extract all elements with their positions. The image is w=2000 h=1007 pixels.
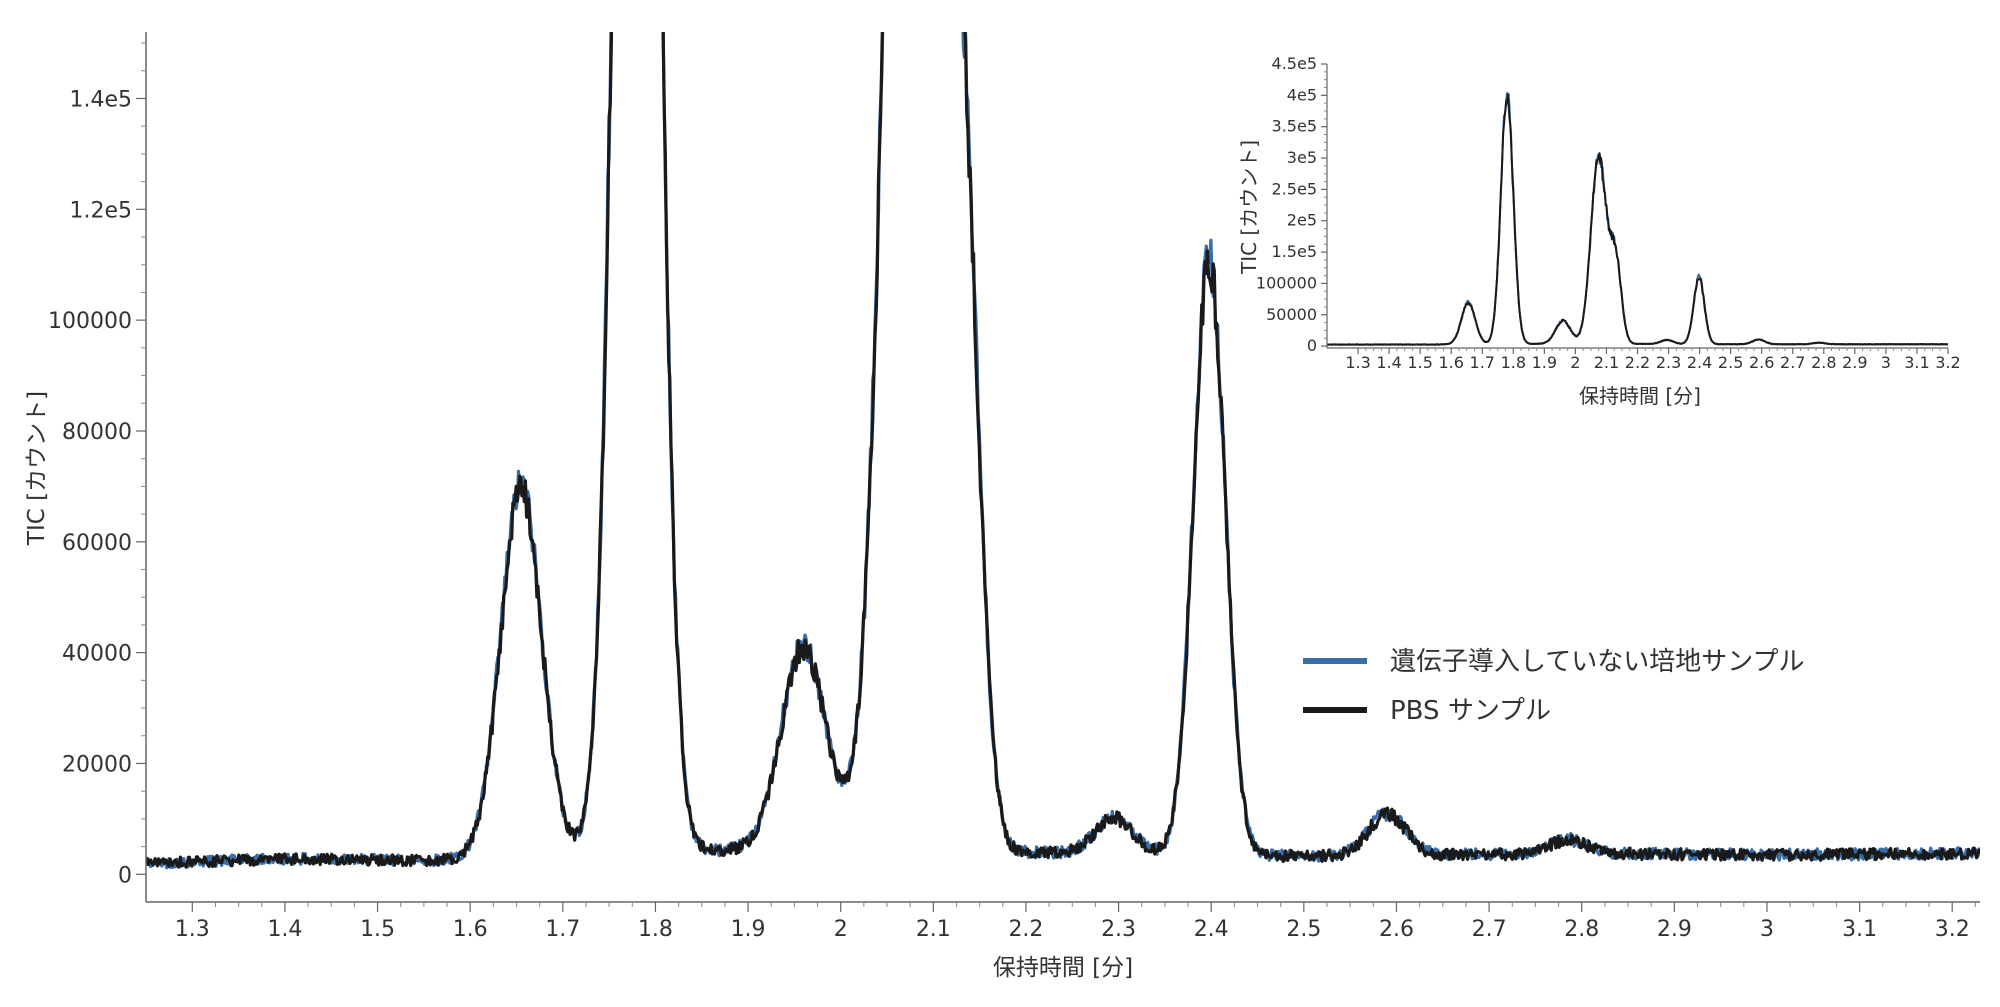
y-tick-label: 0 [1307, 336, 1317, 355]
y-tick-label: 100000 [48, 309, 132, 334]
inset-y-axis-title: TIC [カウント] [1237, 140, 1261, 275]
trace-line-culture-medium [146, 32, 1980, 870]
x-tick-label: 3.1 [1842, 917, 1877, 942]
y-tick-label: 80000 [62, 420, 132, 445]
x-tick-label: 2.2 [1625, 353, 1650, 372]
x-tick-label: 2 [1570, 353, 1580, 372]
x-tick-label: 3.2 [1935, 353, 1960, 372]
x-tick-label: 2.1 [916, 917, 951, 942]
x-tick-label: 1.8 [1501, 353, 1526, 372]
x-tick-label: 1.9 [1532, 353, 1557, 372]
inset-plot-area [1327, 91, 1948, 346]
x-tick-label: 3.2 [1935, 917, 1970, 942]
y-tick-label: 4.5e5 [1272, 54, 1317, 73]
x-tick-label: 2.4 [1194, 917, 1229, 942]
x-tick-label: 2.8 [1811, 353, 1836, 372]
x-tick-label: 2.9 [1842, 353, 1867, 372]
inset-y-ticks: 0 50000 100000 1.5e5 2e5 2.5e5 3e5 3.5e5 4e5 4.5e… [1256, 54, 1327, 355]
y-tick-label: 3e5 [1287, 148, 1317, 167]
x-tick-label: 2.6 [1749, 353, 1774, 372]
x-tick-label: 2.5 [1718, 353, 1743, 372]
x-tick-label: 1.5 [1407, 353, 1432, 372]
y-tick-label: 1.4e5 [69, 87, 132, 112]
y-tick-label: 1.5e5 [1272, 242, 1317, 261]
inset-x-axis-title: 保持時間 [分] [1579, 384, 1701, 408]
x-tick-label: 2.3 [1101, 917, 1136, 942]
y-tick-label: 2.5e5 [1272, 179, 1317, 198]
x-tick-label: 2 [834, 917, 848, 942]
y-tick-label: 100000 [1256, 273, 1317, 292]
x-tick-label: 1.9 [731, 917, 766, 942]
trace-line-pbs [146, 32, 1980, 869]
inset-x-ticks: 1.3 1.4 1.5 1.6 1.7 1.8 1.9 2 2.1 2.2 2.3 2.4 2.5 2.6… [1345, 348, 1961, 372]
y-tick-label: 3.5e5 [1272, 117, 1317, 136]
y-tick-label: 50000 [1266, 305, 1317, 324]
x-tick-label: 3 [1760, 917, 1774, 942]
x-tick-label: 1.8 [638, 917, 673, 942]
y-tick-label: 0 [118, 863, 132, 888]
x-tick-label: 2.8 [1564, 917, 1599, 942]
x-tick-label: 3.1 [1904, 353, 1929, 372]
x-tick-label: 1.4 [1376, 353, 1401, 372]
x-tick-label: 1.5 [360, 917, 395, 942]
main-x-ticks: 1.3 1.4 1.5 1.6 1.7 1.8 1.9 2 2.1 2.2 2.3 2.4 2.5 2.6… [175, 902, 1976, 942]
y-tick-label: 2e5 [1287, 211, 1317, 230]
x-tick-label: 3 [1881, 353, 1891, 372]
x-tick-label: 2.3 [1656, 353, 1681, 372]
x-tick-label: 2.7 [1780, 353, 1805, 372]
y-tick-label: 1.2e5 [69, 198, 132, 223]
x-tick-label: 2.4 [1687, 353, 1712, 372]
x-tick-label: 1.7 [1470, 353, 1495, 372]
main-plot-area [146, 32, 1980, 870]
x-tick-label: 1.3 [1345, 353, 1370, 372]
trace-line-pbs [1327, 93, 1948, 346]
y-tick-label: 4e5 [1287, 85, 1317, 104]
main-x-axis-title: 保持時間 [分] [993, 955, 1133, 981]
legend: 遺伝子導入していない培地サンプル PBS サンプル [1303, 647, 1804, 726]
trace-line-culture-medium [1327, 91, 1948, 346]
main-y-axis-title: TIC [カウント] [24, 391, 50, 546]
x-tick-label: 1.4 [267, 917, 302, 942]
y-tick-label: 40000 [62, 642, 132, 667]
x-tick-label: 1.6 [453, 917, 488, 942]
main-chart: 0 20000 40000 60000 80000 100000 1.2e5 1.4e5 1.… [24, 32, 1980, 981]
x-tick-label: 2.5 [1286, 917, 1321, 942]
x-tick-label: 1.6 [1438, 353, 1463, 372]
x-tick-label: 2.7 [1472, 917, 1507, 942]
main-y-ticks: 0 20000 40000 60000 80000 100000 1.2e5 1.4e5 [48, 42, 146, 888]
legend-label-culture-medium: 遺伝子導入していない培地サンプル [1390, 647, 1804, 677]
inset-chart: 0 50000 100000 1.5e5 2e5 2.5e5 3e5 3.5e5 4e5 4.5e… [1237, 54, 1961, 408]
y-tick-label: 60000 [62, 531, 132, 556]
x-tick-label: 2.6 [1379, 917, 1414, 942]
x-tick-label: 1.7 [545, 917, 580, 942]
x-tick-label: 2.1 [1594, 353, 1619, 372]
x-tick-label: 1.3 [175, 917, 210, 942]
x-tick-label: 2.9 [1657, 917, 1692, 942]
x-tick-label: 2.2 [1008, 917, 1043, 942]
y-tick-label: 20000 [62, 752, 132, 777]
legend-label-pbs: PBS サンプル [1390, 696, 1551, 726]
